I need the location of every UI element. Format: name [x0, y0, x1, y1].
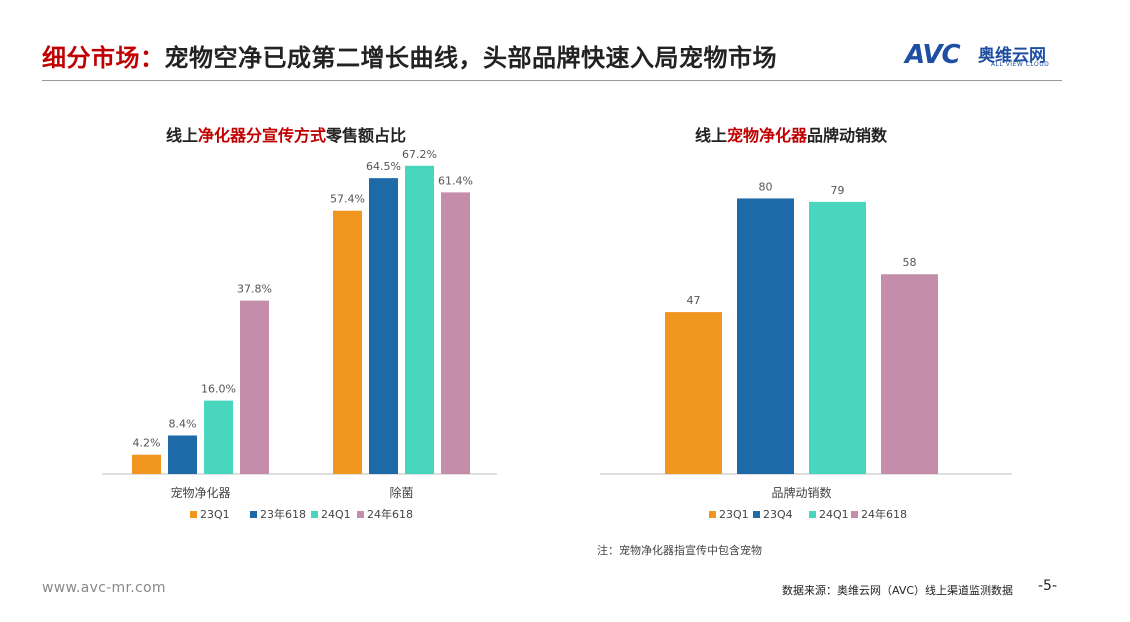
chart-2-bar — [665, 312, 722, 474]
chart-1-legend-label: 24Q1 — [321, 508, 351, 521]
chart-1-bar — [204, 400, 233, 474]
chart-2-bar — [881, 274, 938, 474]
chart-1-bar — [240, 300, 269, 474]
chart-1-legend-swatch — [311, 511, 318, 518]
chart-2-data-label: 79 — [831, 184, 845, 197]
page-title: 细分市场：宠物空净已成第二增长曲线，头部品牌快速入局宠物市场 — [42, 38, 777, 73]
chart-1-data-label: 61.4% — [438, 174, 473, 187]
chart-1-data-label: 57.4% — [330, 193, 365, 206]
chart-1-bar — [441, 192, 470, 474]
chart-1-data-label: 4.2% — [133, 437, 161, 450]
chart-1-legend-swatch — [190, 511, 197, 518]
avc-logo-icon: AVC 奥维云网 ALL VIEW CLOUD — [905, 40, 1065, 70]
chart-2-title-part-2: 宠物净化器 — [727, 126, 808, 145]
chart-1-data-label: 64.5% — [366, 160, 401, 173]
chart-1-category-label: 除菌 — [389, 485, 413, 500]
chart-1-legend-label: 23Q1 — [200, 508, 230, 521]
logo-name-cn: 奥维云网 — [978, 46, 1046, 66]
chart-1-category-label: 宠物净化器 — [170, 485, 230, 500]
chart-2-legend-label: 23Q1 — [719, 508, 749, 521]
chart-1-data-label: 8.4% — [169, 417, 197, 430]
chart-1-bar — [168, 435, 197, 474]
chart-2-data-label: 58 — [903, 256, 917, 269]
chart-1-bar — [132, 454, 161, 474]
chart-1-bar — [369, 178, 398, 474]
chart-2-title: 线上宠物净化器品牌动销数 — [695, 122, 887, 146]
chart-1-title-part-1: 线上 — [166, 126, 199, 145]
chart-2-legend-swatch — [851, 511, 858, 518]
chart-1-bar — [333, 210, 362, 474]
chart-1-title: 线上净化器分宣传方式零售额占比 — [166, 122, 406, 146]
chart-1-bar — [405, 165, 434, 474]
page-title-main: 宠物空净已成第二增长曲线，头部品牌快速入局宠物市场 — [164, 44, 777, 72]
chart-2-bar — [809, 201, 866, 474]
header-divider — [42, 80, 1062, 81]
chart-2-title-part-1: 线上 — [695, 126, 728, 145]
page-number: -5- — [1038, 578, 1058, 594]
chart-1-legend-swatch — [250, 511, 257, 518]
chart-1-legend-label: 24年618 — [367, 507, 413, 521]
chart-2-data-label: 47 — [687, 294, 701, 307]
chart-2-legend-label: 24Q1 — [819, 508, 849, 521]
chart-2-legend-swatch — [709, 511, 716, 518]
chart-1-title-part-2: 净化器分宣传方式 — [198, 126, 327, 145]
chart-2-legend-label: 23Q4 — [763, 508, 793, 521]
chart-2-bar — [737, 198, 794, 474]
chart-2-legend-swatch — [753, 511, 760, 518]
logo-mark: AVC — [905, 40, 961, 70]
chart-note: 注：宠物净化器指宣传中包含宠物 — [597, 544, 762, 557]
logo-name-en: ALL VIEW CLOUD — [991, 61, 1050, 68]
page-title-prefix: 细分市场： — [42, 44, 165, 72]
footer-website[interactable]: www.avc-mr.com — [42, 580, 166, 596]
chart-1-legend-label: 23年618 — [260, 507, 306, 521]
chart-1-data-label: 37.8% — [237, 283, 272, 296]
chart-2-legend-label: 24年618 — [861, 507, 907, 521]
chart-1-data-label: 16.0% — [201, 383, 236, 396]
footer-source: 数据来源：奥维云网（AVC）线上渠道监测数据 — [782, 584, 1014, 597]
chart-1-data-label: 67.2% — [402, 148, 437, 161]
chart-2-title-part-3: 品牌动销数 — [807, 126, 888, 145]
chart-1-title-part-3: 零售额占比 — [326, 126, 407, 145]
chart-1-legend-swatch — [357, 511, 364, 518]
chart-2-category-label: 品牌动销数 — [771, 485, 831, 500]
chart-2-legend-swatch — [809, 511, 816, 518]
chart-2-data-label: 80 — [759, 180, 773, 193]
